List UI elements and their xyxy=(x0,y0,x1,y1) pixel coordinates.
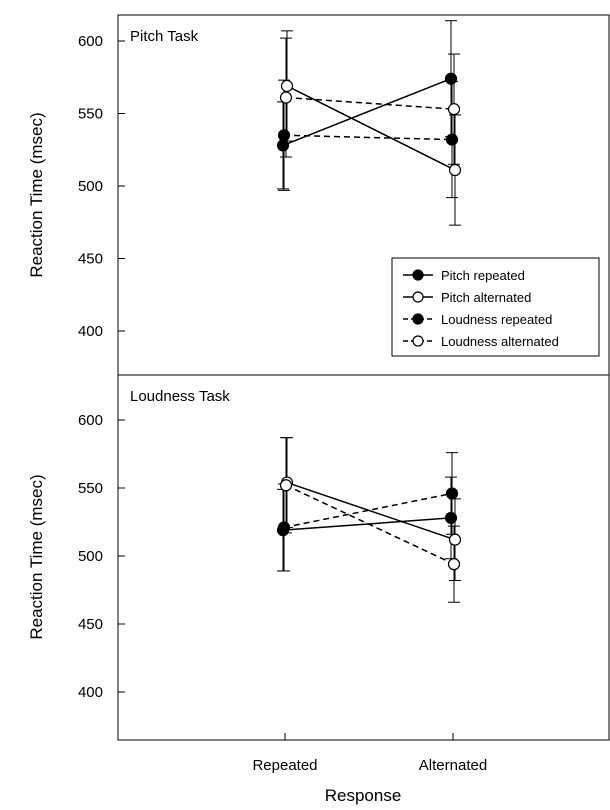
y-tick-label: 500 xyxy=(78,178,103,195)
series-markers xyxy=(276,476,462,571)
error-bars xyxy=(277,437,461,603)
panel-title: Loudness Task xyxy=(130,388,230,405)
x-tick-label: Alternated xyxy=(419,757,487,774)
data-point-pitch-alternated xyxy=(280,79,294,93)
legend-marker xyxy=(412,313,424,325)
y-tick-label: 450 xyxy=(78,251,103,268)
y-ticks: 400 450 500 550 600 xyxy=(78,33,125,340)
legend-marker xyxy=(412,335,424,347)
error-bars xyxy=(277,20,461,226)
legend-entry: Loudness repeated xyxy=(403,312,552,327)
series-lines xyxy=(282,481,456,565)
y-tick-label: 550 xyxy=(78,106,103,123)
y-tick-label: 400 xyxy=(78,323,103,340)
series-line-pitch-repeated xyxy=(282,78,452,147)
data-point-loudness-alternated xyxy=(447,558,461,571)
data-point-pitch-repeated xyxy=(276,139,290,152)
legend: Pitch repeated Pitch alternated Loudness r… xyxy=(391,257,600,357)
data-point-loudness-alternated xyxy=(447,103,461,116)
data-point-pitch-alternated xyxy=(448,533,462,546)
legend-entry: Pitch repeated xyxy=(403,268,525,283)
data-point-pitch-repeated xyxy=(444,72,458,85)
series-line-loudness-alternated xyxy=(285,96,455,110)
data-point-pitch-alternated xyxy=(448,163,462,177)
y-ticks: 400 450 500 550 600 xyxy=(78,412,125,701)
x-tick-label: Repeated xyxy=(252,757,317,774)
data-point-loudness-repeated xyxy=(277,129,291,142)
data-point-pitch-repeated xyxy=(444,511,458,525)
y-axis-title: Reaction Time (msec) xyxy=(27,474,46,639)
legend-entry: Pitch alternated xyxy=(403,290,531,305)
legend-marker xyxy=(412,269,424,281)
legend-label: Pitch repeated xyxy=(441,268,525,283)
y-axis-title: Reaction Time (msec) xyxy=(27,112,46,277)
series-markers xyxy=(276,72,462,177)
x-ticks: Repeated Alternated xyxy=(252,733,487,774)
plot-frame xyxy=(117,374,610,741)
panel-title: Pitch Task xyxy=(130,28,199,45)
series-line-loudness-repeated xyxy=(283,492,453,529)
legend-label: Loudness repeated xyxy=(441,312,552,327)
loudness-task-panel: Loudness Task Reaction Time (msec) 400 45… xyxy=(27,374,610,774)
legend-marker xyxy=(412,291,424,303)
y-tick-label: 600 xyxy=(78,33,103,50)
series-line-pitch-alternated xyxy=(286,85,456,171)
legend-entry: Loudness alternated xyxy=(403,334,559,349)
series-lines xyxy=(282,78,456,171)
pitch-task-panel: Pitch Task Reaction Time (msec) 400 450 50… xyxy=(27,14,610,376)
series-line-pitch-alternated xyxy=(286,481,456,541)
y-tick-label: 600 xyxy=(78,412,103,429)
y-tick-label: 450 xyxy=(78,616,103,633)
data-point-loudness-alternated xyxy=(279,91,293,104)
y-tick-label: 500 xyxy=(78,548,103,565)
legend-label: Pitch alternated xyxy=(441,290,531,305)
legend-label: Loudness alternated xyxy=(441,334,559,349)
y-tick-label: 550 xyxy=(78,480,103,497)
series-line-loudness-repeated xyxy=(283,134,453,141)
x-axis-title: Response xyxy=(325,786,402,805)
series-line-pitch-repeated xyxy=(282,517,452,531)
y-tick-label: 400 xyxy=(78,684,103,701)
data-point-loudness-alternated xyxy=(279,479,293,492)
series-line-loudness-alternated xyxy=(285,484,455,565)
data-point-loudness-repeated xyxy=(277,521,291,534)
data-point-loudness-repeated xyxy=(445,487,459,500)
data-point-loudness-repeated xyxy=(445,133,459,146)
